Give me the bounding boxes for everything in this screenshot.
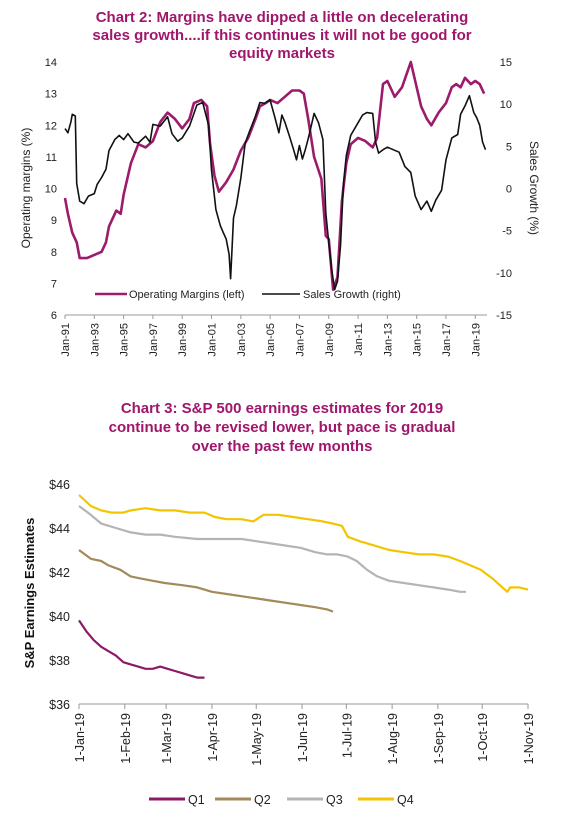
chart-2-y-left-tick: 14 [45, 57, 57, 69]
q4-line [78, 494, 529, 593]
chart-2: Chart 2: Margins have dipped a little on… [19, 9, 541, 357]
chart-3-x-tick-label: 1-Sep-19 [432, 713, 446, 764]
chart-3-title-line-1: Chart 3: S&P 500 earnings estimates for … [121, 400, 443, 417]
chart-2-x-tick-label: Jan-13 [382, 323, 394, 357]
chart-2-x-tick-label: Jan-09 [324, 323, 336, 357]
chart-3-y-tick: $38 [49, 654, 70, 668]
chart-3-y-tick: $36 [49, 698, 70, 712]
q1-line [78, 619, 205, 679]
chart-2-y-left-tick: 8 [51, 247, 57, 259]
chart-2-y-right-tick: 10 [500, 99, 512, 111]
chart-2-y-left-tick: 6 [51, 310, 57, 322]
chart-2-x-tick-label: Jan-15 [412, 323, 424, 357]
legend-label-margins: Operating Margins (left) [129, 289, 245, 301]
chart-2-y-left-label: Operating margins (%) [19, 128, 33, 249]
chart-3-x-tick-label: 1-Aug-19 [386, 713, 400, 764]
chart-3-x-tick-label: 1-Jul-19 [340, 713, 354, 758]
chart-2-lines [63, 60, 487, 291]
legend-label-sales: Sales Growth (right) [303, 289, 401, 301]
chart-3-y-tick: $42 [49, 566, 70, 580]
chart-3-x-tick-label: 1-May-19 [250, 713, 264, 766]
chart-2-x-tick-label: Jan-05 [265, 323, 277, 357]
chart-2-title-line-2: sales growth....if this continues it wil… [92, 27, 471, 44]
chart-2-y-right-tick: 0 [506, 184, 512, 196]
chart-3-x-tick-label: 1-Nov-19 [522, 713, 536, 764]
chart-2-y-left-tick: 7 [51, 278, 57, 290]
chart-3-legend: Q1 Q2 Q3 Q4 [149, 793, 414, 807]
chart-3: Chart 3: S&P 500 earnings estimates for … [22, 400, 536, 807]
chart-2-y-left-tick: 13 [45, 89, 57, 101]
legend-label-q1: Q1 [188, 793, 205, 807]
chart-2-y-right-tick: 5 [506, 141, 512, 153]
chart-2-y-right-tick: -5 [502, 226, 512, 238]
chart-3-x-tick-label: 1-Mar-19 [160, 713, 174, 764]
q2-line [78, 549, 334, 613]
chart-3-y-tick: $44 [49, 522, 70, 536]
operating-margins-line [63, 60, 486, 291]
chart-2-y-right-tick: -15 [496, 310, 512, 322]
chart-3-y-tick: $46 [49, 478, 70, 492]
chart-3-axes: $36 $38 $40 $42 $44 $46 1-Jan-19 1-Feb-19 1-Mar-… [49, 478, 536, 766]
chart-2-x-tick-label: Jan-11 [353, 323, 365, 356]
chart-2-title-line-3: equity markets [229, 45, 335, 62]
chart-3-x-tick-label: 1-Jan-19 [73, 713, 87, 762]
sales-growth-line [64, 94, 487, 291]
chart-2-y-left-tick: 9 [51, 215, 57, 227]
chart-3-y-tick: $40 [49, 610, 70, 624]
chart-2-legend: Operating Margins (left) Sales Growth (r… [95, 289, 401, 301]
chart-2-x-tick-label: Jan-97 [148, 323, 160, 357]
chart-2-x-tick-label: Jan-95 [119, 323, 131, 357]
chart-2-x-tick-label: Jan-99 [177, 323, 189, 357]
chart-3-x-tick-label: 1-Apr-19 [206, 713, 220, 762]
q3-line [78, 505, 466, 593]
chart-2-y-left-tick: 12 [45, 120, 57, 132]
chart-3-x-tick-label: 1-Jun-19 [296, 713, 310, 762]
chart-3-title-line-3: over the past few months [192, 438, 373, 455]
chart-2-x-tick-label: Jan-19 [470, 323, 482, 357]
chart-2-x-tick-label: Jan-93 [89, 323, 101, 357]
chart-2-x-tick-label: Jan-91 [60, 323, 72, 357]
chart-3-title-line-2: continue to be revised lower, but pace i… [109, 419, 456, 436]
legend-label-q2: Q2 [254, 793, 271, 807]
chart-2-y-right-tick: -10 [496, 268, 512, 280]
chart-2-y-left-tick: 11 [46, 152, 57, 164]
chart-2-x-tick-label: Jan-07 [294, 323, 306, 357]
chart-3-y-label: S&P Earnings Estimates [22, 518, 37, 669]
chart-2-x-tick-label: Jan-03 [236, 323, 248, 357]
legend-label-q4: Q4 [397, 793, 414, 807]
chart-2-y-left-tick: 10 [45, 184, 57, 196]
chart-2-y-right-tick: 15 [500, 57, 512, 69]
chart-2-title-line-1: Chart 2: Margins have dipped a little on… [96, 9, 469, 26]
chart-3-x-tick-label: 1-Feb-19 [119, 713, 133, 764]
chart-3-lines [78, 494, 529, 679]
chart-2-axes: 6 7 8 9 10 11 12 13 14 -15 -10 -5 0 5 10 15 Jan-91 Jan-93… [45, 57, 512, 357]
chart-2-x-tick-label: Jan-01 [207, 323, 219, 357]
chart-2-y-right-label: Sales Growth (%) [527, 141, 541, 235]
legend-label-q3: Q3 [326, 793, 343, 807]
chart-2-x-tick-label: Jan-17 [441, 323, 453, 357]
chart-3-x-tick-label: 1-Oct-19 [476, 713, 490, 762]
